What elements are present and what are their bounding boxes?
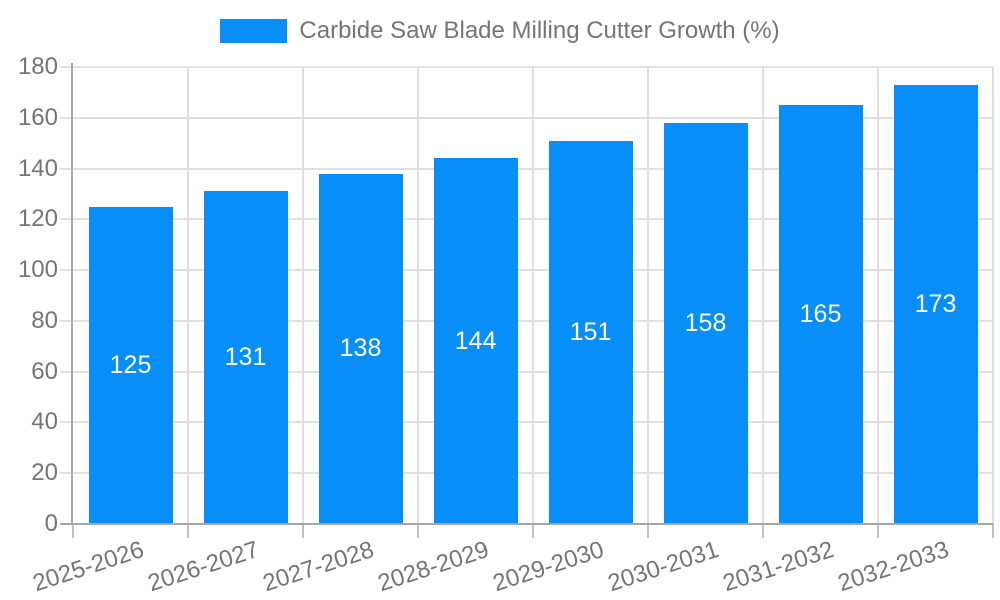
y-axis-tick-label: 180 (17, 53, 58, 80)
x-tick (762, 524, 764, 538)
legend-swatch (220, 19, 288, 43)
x-tick (992, 524, 994, 538)
x-axis-tick-label: 2030-2031 (604, 536, 722, 598)
y-axis-tick-label: 0 (44, 510, 58, 537)
x-tick (877, 524, 879, 538)
bar-value-label: 131 (224, 343, 267, 372)
gridline-vertical (417, 67, 419, 524)
y-axis-line (71, 63, 73, 524)
y-tick (60, 269, 73, 272)
x-axis-tick-label: 2029-2030 (489, 536, 607, 598)
legend-label: Carbide Saw Blade Milling Cutter Growth … (299, 17, 780, 44)
x-tick (417, 524, 419, 538)
x-axis-tick-label: 2026-2027 (144, 536, 262, 598)
bar[interactable]: 131 (203, 191, 288, 524)
bar[interactable]: 151 (548, 140, 633, 524)
gridline-vertical (187, 67, 189, 524)
y-tick (60, 421, 73, 424)
y-axis-tick-label: 120 (17, 205, 58, 233)
bar-value-label: 165 (799, 300, 842, 329)
bar[interactable]: 158 (663, 122, 748, 524)
gridline-vertical (992, 67, 994, 524)
x-axis-tick-label: 2031-2032 (719, 536, 837, 598)
x-axis-tick-label: 2025-2026 (29, 536, 147, 598)
gridline-vertical (647, 67, 649, 524)
y-axis-tick-label: 40 (31, 408, 58, 436)
x-axis-tick-label: 2027-2028 (259, 536, 377, 598)
y-tick (60, 116, 73, 119)
x-tick (532, 524, 534, 538)
y-tick (60, 319, 73, 322)
bar[interactable]: 165 (778, 105, 863, 524)
bar[interactable]: 173 (893, 84, 978, 524)
x-tick (647, 524, 649, 538)
x-axis-tick-label: 2032-2033 (834, 536, 952, 598)
y-axis-tick-label: 80 (31, 306, 58, 334)
bar[interactable]: 138 (318, 173, 403, 524)
gridline-vertical (302, 67, 304, 524)
bar-value-label: 125 (109, 350, 152, 379)
y-axis-tick-label: 160 (17, 103, 58, 131)
bar[interactable]: 144 (433, 158, 518, 524)
y-axis-tick-label: 20 (31, 459, 58, 487)
y-tick (60, 370, 73, 373)
y-tick (60, 167, 73, 170)
x-axis-line (71, 523, 993, 525)
gridline-vertical (877, 67, 879, 524)
bar[interactable]: 125 (88, 206, 173, 524)
gridline-vertical (762, 67, 764, 524)
y-axis-tick-label: 60 (31, 357, 58, 385)
x-axis-tick-label: 2028-2029 (374, 536, 492, 598)
x-tick (187, 524, 189, 538)
legend: Carbide Saw Blade Milling Cutter Growth … (0, 17, 1000, 45)
x-tick (302, 524, 304, 538)
y-axis-tick-label: 100 (17, 256, 58, 284)
legend-item[interactable]: Carbide Saw Blade Milling Cutter Growth … (220, 17, 780, 45)
y-axis-tick-label: 140 (17, 154, 58, 182)
bar-value-label: 158 (684, 308, 727, 337)
bar-value-label: 144 (454, 326, 497, 355)
x-tick (72, 524, 74, 538)
y-tick (60, 66, 73, 68)
y-tick (60, 523, 73, 525)
bar-value-label: 173 (914, 289, 957, 318)
bar-value-label: 151 (569, 317, 612, 346)
gridline-vertical (532, 67, 534, 524)
bar-value-label: 138 (339, 334, 382, 363)
y-tick (60, 472, 73, 475)
y-tick (60, 218, 73, 221)
